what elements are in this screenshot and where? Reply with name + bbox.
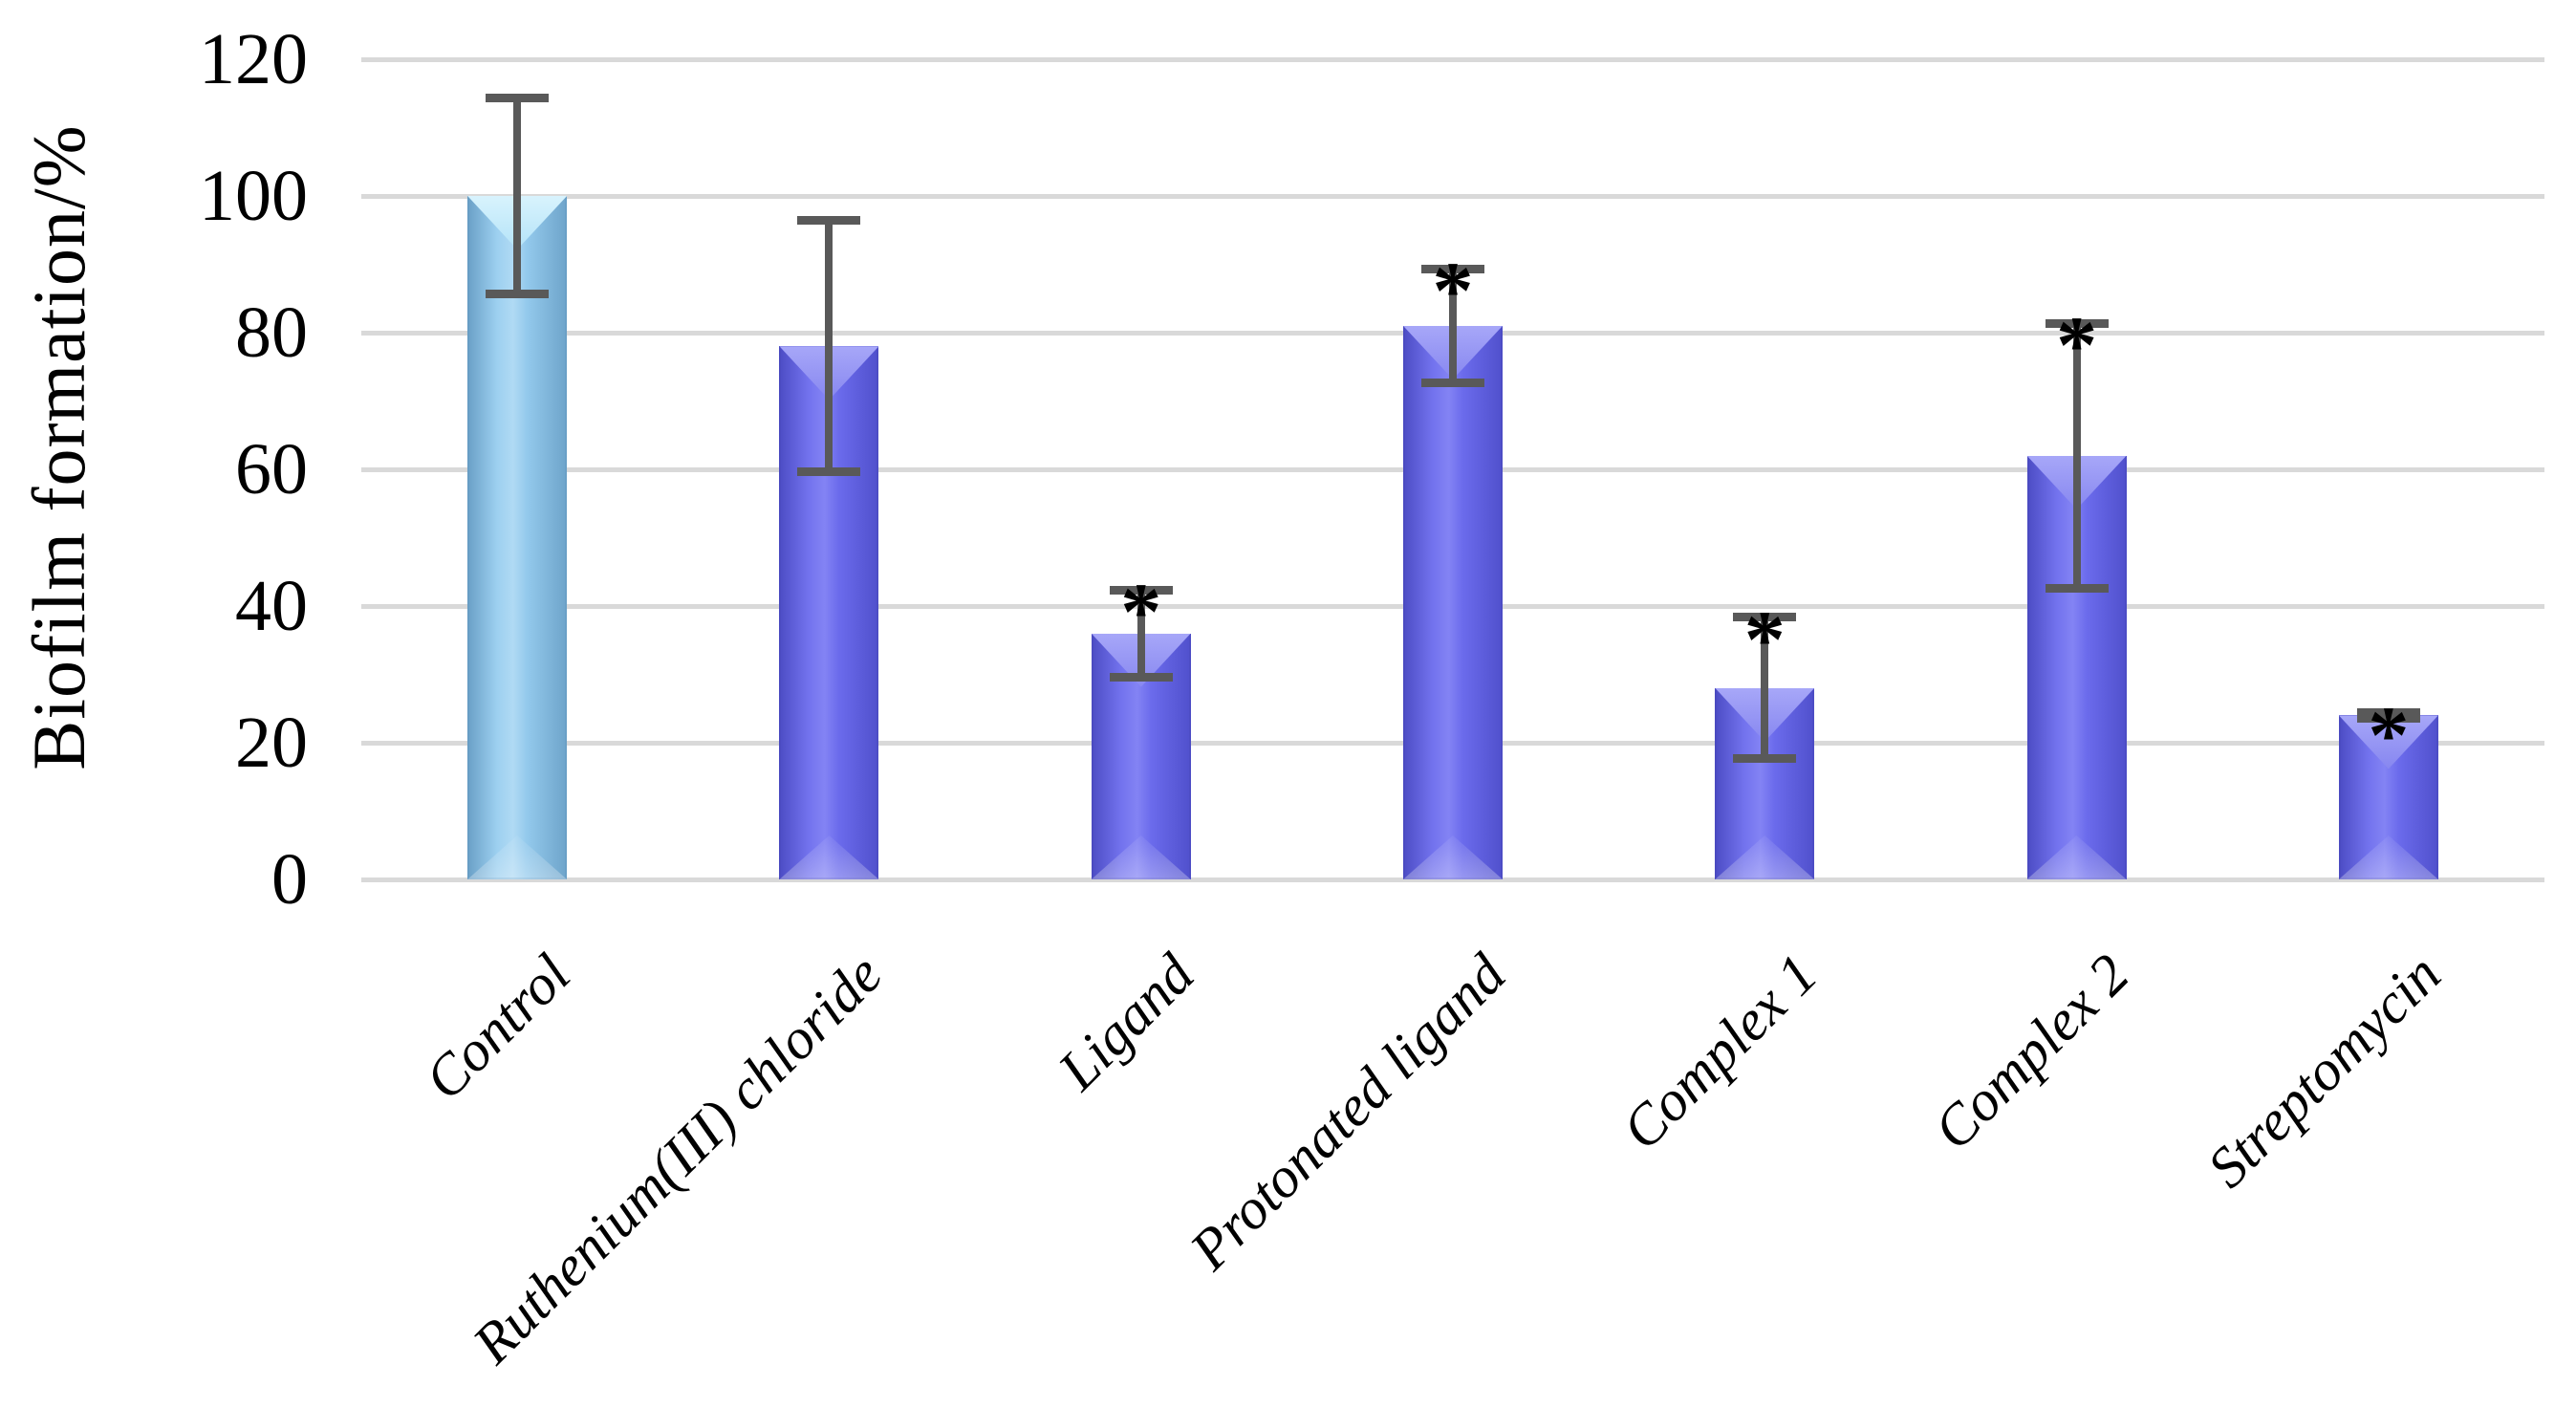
significance-asterisk: *	[1743, 593, 1786, 685]
error-bar	[1109, 585, 1173, 682]
x-category-label-text: Complex 2	[1921, 942, 2141, 1162]
error-bar	[797, 216, 861, 477]
error-bar-line	[1761, 613, 1769, 764]
error-bar-cap-top	[1421, 264, 1484, 273]
bar-bottom-bevel	[2338, 834, 2438, 879]
x-category-label-text: Streptomycin	[2196, 942, 2454, 1200]
error-bar-line	[1449, 264, 1457, 388]
bar-bottom-bevel	[2026, 834, 2127, 879]
error-bar	[1733, 613, 1797, 764]
error-bar-cap-bottom	[1733, 754, 1797, 764]
error-bar	[2045, 318, 2109, 593]
error-bar-line	[1136, 585, 1145, 682]
bar-control	[467, 196, 568, 879]
y-tick-label: 20	[235, 703, 308, 783]
error-bar-cap-top	[486, 93, 550, 102]
gridline	[361, 57, 2544, 62]
error-bar-cap-bottom	[2045, 583, 2109, 593]
bar-bottom-bevel	[467, 835, 568, 879]
y-tick-label: 40	[235, 566, 308, 646]
bar-treatment	[2338, 715, 2438, 879]
x-category-label-text: Control	[412, 942, 582, 1112]
y-tick-label: 120	[199, 19, 308, 99]
gridline	[361, 194, 2544, 199]
bar-treatment	[1403, 325, 1503, 879]
bar-bottom-bevel	[1403, 834, 1503, 879]
significance-asterisk: *	[2056, 299, 2098, 392]
y-tick-label: 0	[271, 839, 308, 920]
error-bar	[1421, 264, 1484, 388]
error-bar-line	[2072, 318, 2081, 593]
significance-asterisk: *	[1432, 244, 1474, 336]
x-category-label-text: Complex 1	[1610, 942, 1829, 1162]
error-bar-cap-top	[2045, 318, 2109, 328]
bar-bottom-bevel	[1091, 834, 1191, 879]
error-bar-cap-top	[2356, 708, 2420, 718]
x-category-label-text: Ligand	[1046, 942, 1206, 1102]
significance-asterisk: *	[1120, 566, 1162, 658]
gridline	[361, 877, 2544, 882]
bar-bottom-bevel	[779, 834, 879, 879]
error-bar-line	[513, 93, 522, 299]
error-bar-cap-bottom	[797, 467, 861, 477]
error-bar-cap-top	[797, 216, 861, 226]
error-bar-cap-bottom	[2356, 713, 2420, 723]
error-bar	[2356, 708, 2420, 723]
bar-bottom-bevel	[1715, 834, 1815, 879]
error-bar-cap-bottom	[1421, 379, 1484, 388]
x-category-label-text: Protonated ligand	[1178, 942, 1518, 1282]
error-bar	[486, 93, 550, 299]
error-bar-cap-bottom	[1109, 672, 1173, 682]
error-bar-cap-top	[1109, 585, 1173, 595]
significance-asterisk: *	[2368, 688, 2410, 781]
y-tick-label: 100	[199, 156, 308, 236]
y-tick-label: 60	[235, 429, 308, 509]
error-bar-line	[825, 216, 833, 477]
error-bar-cap-top	[1733, 613, 1797, 622]
y-tick-label: 80	[235, 292, 308, 373]
error-bar-cap-bottom	[486, 290, 550, 299]
